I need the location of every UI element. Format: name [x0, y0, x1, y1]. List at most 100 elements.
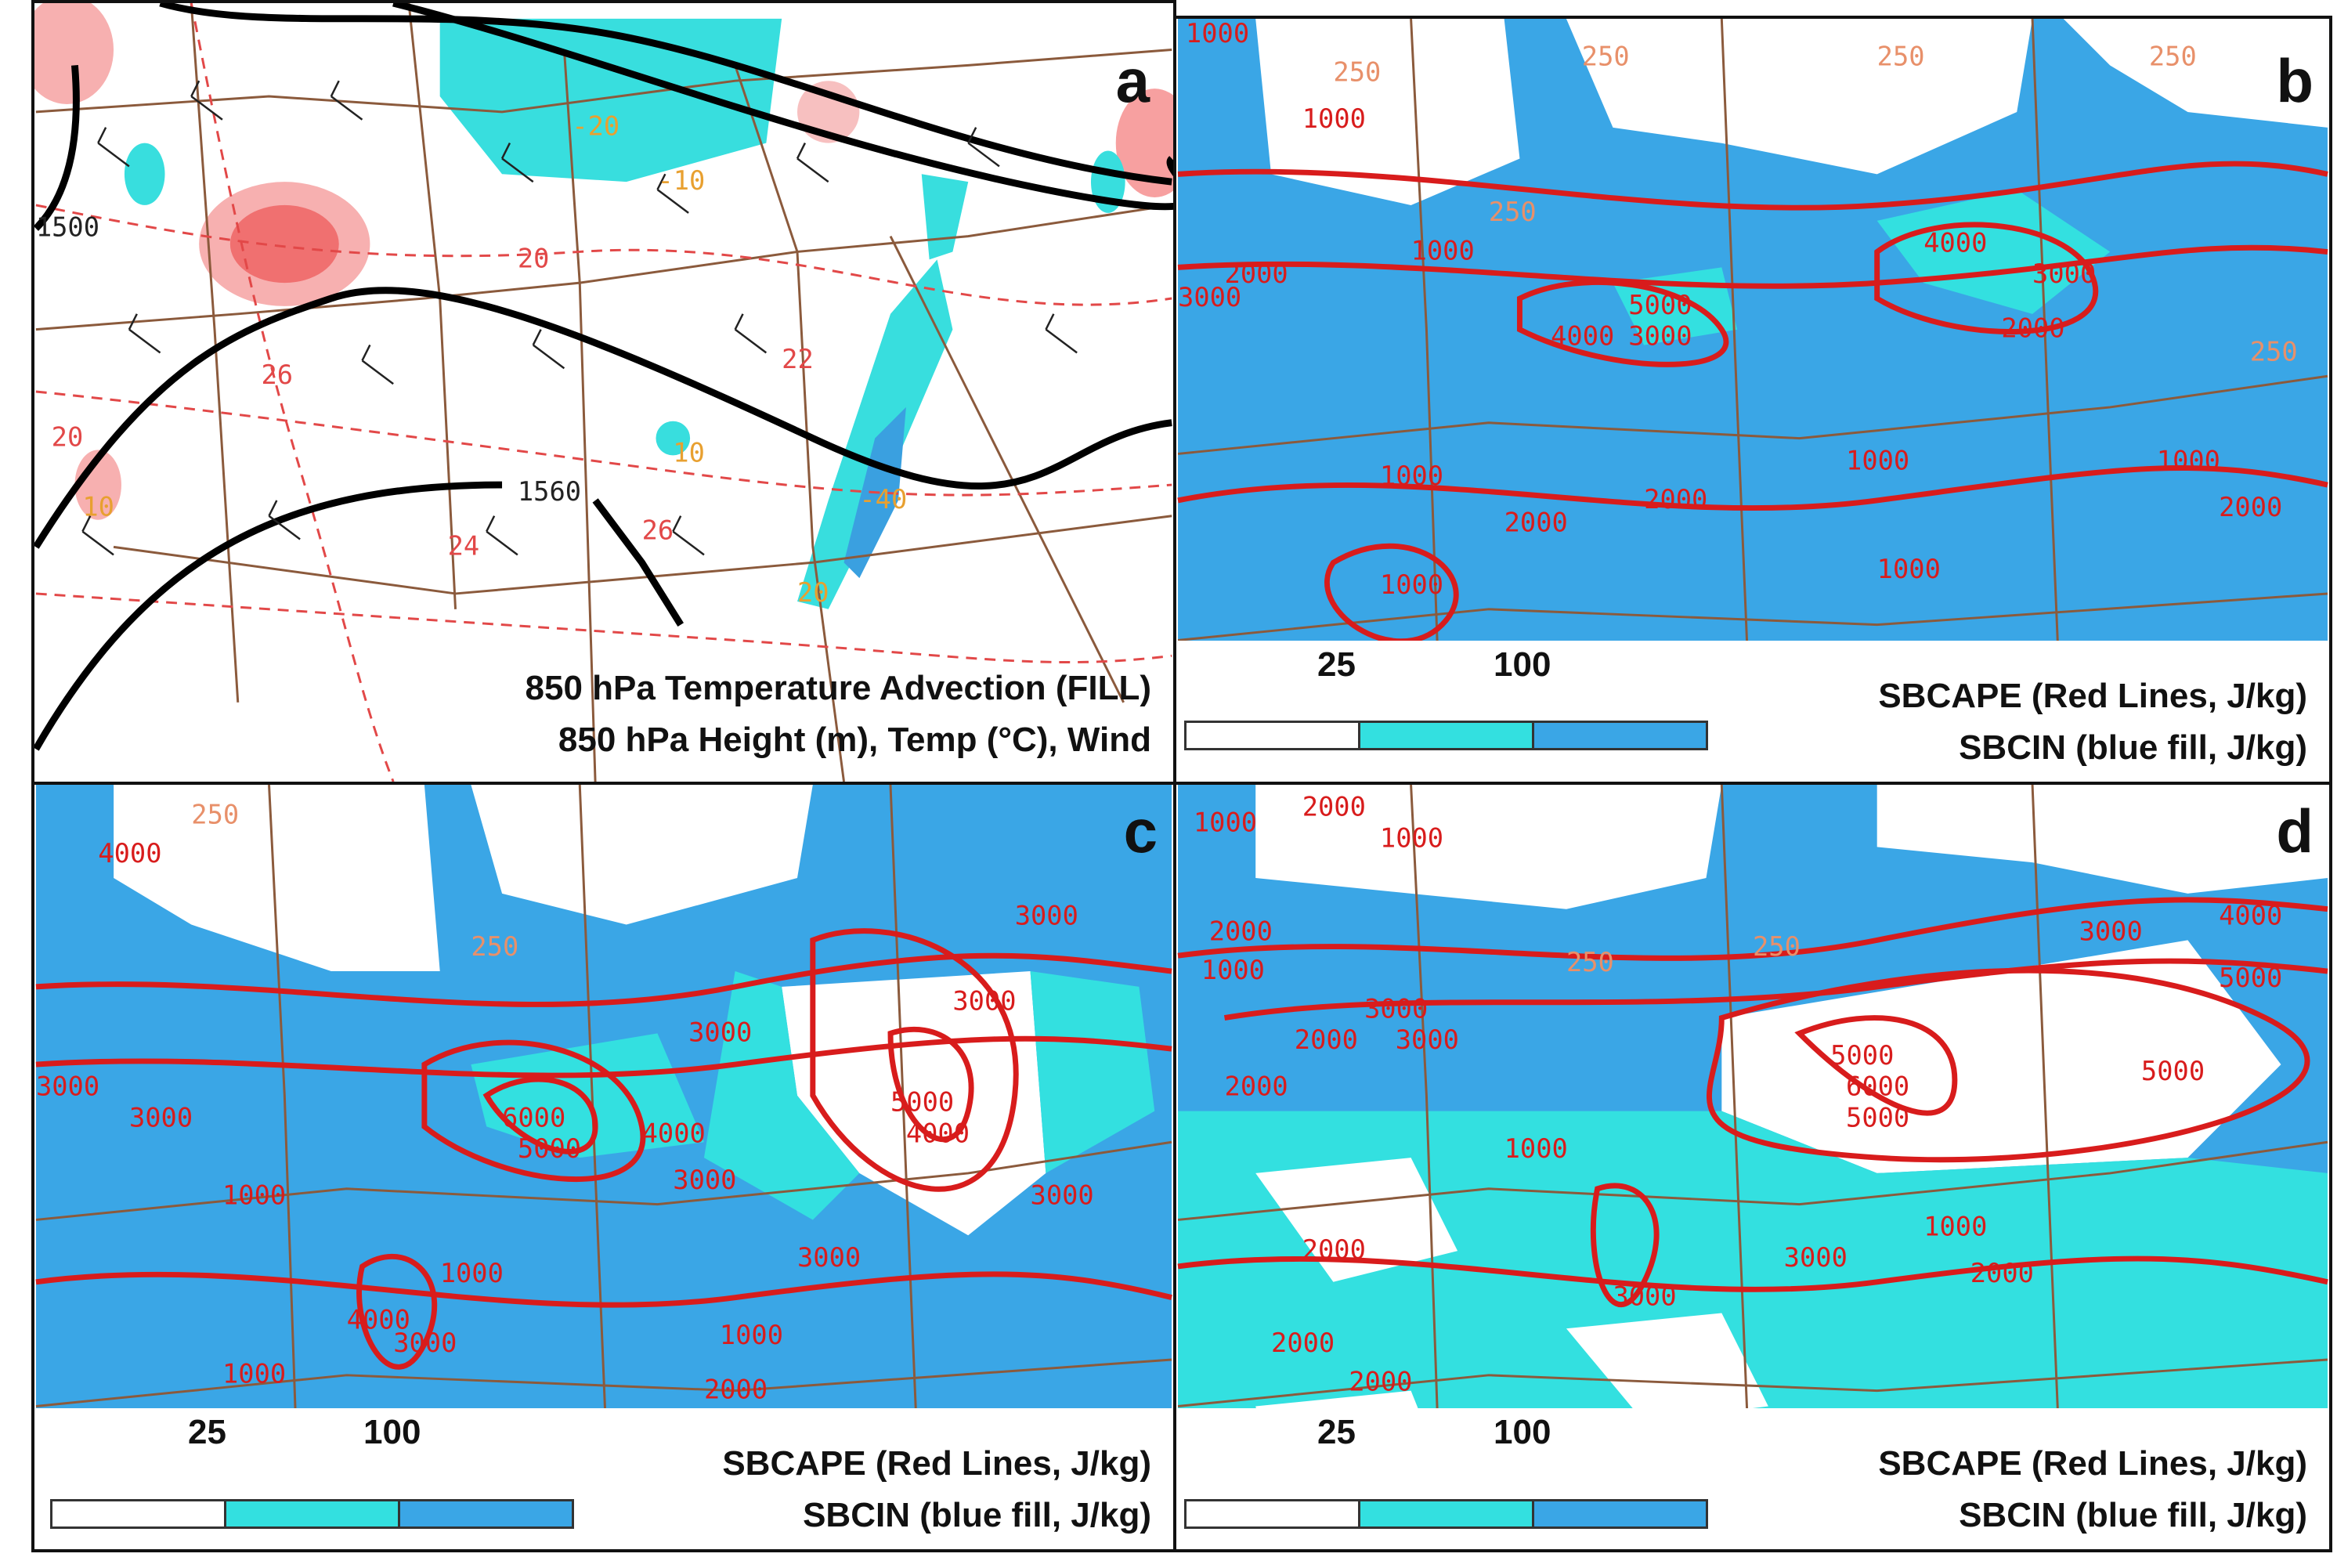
svg-text:3000: 3000	[2032, 258, 2096, 289]
panel-a: 1500 1560 20 22 24 26 26 20 -20 -10 -40 …	[31, 0, 1176, 785]
svg-text:3000: 3000	[36, 1071, 99, 1102]
svg-text:250: 250	[1566, 947, 1614, 977]
svg-text:5000: 5000	[1830, 1040, 1894, 1071]
cold-advection-area	[797, 259, 953, 609]
caption-line-2: 850 hPa Height (m), Temp (°C), Wind	[558, 721, 1151, 759]
svg-text:4000: 4000	[1551, 321, 1614, 352]
svg-text:1000: 1000	[1380, 822, 1443, 853]
legend-area: 25 100	[34, 1408, 1173, 1549]
temperature-label: 26	[642, 515, 674, 545]
svg-text:3000: 3000	[952, 986, 1016, 1017]
svg-text:4000: 4000	[347, 1304, 410, 1335]
panel-c-caption: SBCAPE (Red Lines, J/kg) SBCIN (blue fil…	[722, 1438, 1151, 1541]
svg-text:1000: 1000	[1846, 445, 1909, 475]
svg-text:5000: 5000	[518, 1133, 581, 1164]
panel-d-map-labels: 1000 2000 1000 2000 1000 3000 2000 3000 …	[1194, 792, 2282, 1397]
caption-line-1: 850 hPa Temperature Advection (FILL)	[525, 669, 1152, 707]
caption-line-1: SBCAPE (Red Lines, J/kg)	[1878, 677, 2307, 715]
panel-b: 1000 250 250 250 250 1000 250 1000 2000 …	[1173, 16, 2332, 785]
svg-text:2000: 2000	[1302, 1234, 1366, 1265]
svg-text:250: 250	[471, 931, 518, 962]
cold-advection-area	[656, 421, 691, 456]
temperature-label: 26	[262, 359, 294, 390]
temperature-label: 22	[782, 344, 814, 374]
svg-text:250: 250	[1333, 56, 1381, 87]
svg-text:1000: 1000	[1201, 955, 1265, 985]
panel-c: 4000 250 250 3000 3000 3000 3000 3000 60…	[31, 782, 1176, 1552]
panel-b-map-labels: 1000 250 250 250 250 1000 250 1000 2000 …	[1178, 19, 2298, 600]
svg-text:1000: 1000	[2157, 445, 2220, 475]
svg-text:1000: 1000	[1877, 554, 1941, 584]
map-temperature-advection: 1500 1560 20 22 24 26 26 20 -20 -10 -40 …	[34, 3, 1173, 782]
advection-label: -10	[657, 165, 705, 196]
svg-text:1000: 1000	[1380, 569, 1443, 600]
svg-text:3000: 3000	[1613, 1281, 1676, 1312]
svg-text:3000: 3000	[1396, 1024, 1459, 1055]
colorbar-segment-high	[1532, 721, 1708, 750]
colorbar-label-25: 25	[1317, 1413, 1356, 1451]
svg-text:6000: 6000	[502, 1102, 565, 1133]
svg-text:1000: 1000	[1380, 461, 1443, 491]
svg-text:2000: 2000	[2001, 313, 2064, 344]
caption-line-2: SBCIN (blue fill, J/kg)	[1959, 1496, 2307, 1534]
cold-advection-area	[439, 18, 782, 182]
panel-letter-a: a	[1115, 46, 1150, 115]
svg-text:250: 250	[2149, 42, 2197, 72]
svg-text:3000: 3000	[673, 1165, 736, 1195]
height-label: 1500	[36, 212, 99, 243]
colorbar-segment-low	[1184, 721, 1360, 750]
svg-text:3000: 3000	[2079, 916, 2143, 946]
caption-line-1: SBCAPE (Red Lines, J/kg)	[722, 1444, 1151, 1483]
svg-text:4000: 4000	[906, 1118, 970, 1148]
colorbar-segment-low	[1184, 1499, 1360, 1529]
svg-text:2000: 2000	[704, 1375, 768, 1405]
cold-advection-area	[921, 174, 969, 260]
svg-text:2000: 2000	[1504, 508, 1568, 538]
colorbar-segment-high	[1532, 1499, 1708, 1529]
colorbar-label-100: 100	[363, 1413, 421, 1451]
svg-text:3000: 3000	[1015, 901, 1078, 931]
svg-text:2000: 2000	[1271, 1328, 1335, 1358]
svg-text:2000: 2000	[1970, 1258, 2034, 1288]
cold-advection-area	[124, 143, 165, 205]
advection-label: 20	[797, 577, 829, 608]
legend-area: 25 100	[1176, 1408, 2329, 1549]
colorbar-label-25: 25	[188, 1413, 226, 1451]
svg-text:3000: 3000	[1628, 321, 1692, 352]
warm-advection-area	[34, 3, 114, 104]
svg-text:2000: 2000	[1225, 1071, 1288, 1102]
panel-letter-c: c	[1123, 797, 1158, 865]
panel-a-caption: 850 hPa Temperature Advection (FILL) 850…	[526, 663, 1152, 766]
svg-text:3000: 3000	[1364, 994, 1428, 1024]
svg-text:6000: 6000	[1846, 1071, 1909, 1102]
colorbar-segment-mid	[1358, 1499, 1534, 1529]
colorbar-label-25: 25	[1317, 645, 1356, 684]
temperature-isotherms	[35, 3, 1172, 782]
state-borders	[35, 3, 1172, 782]
temperature-label: 20	[52, 421, 84, 452]
svg-text:2000: 2000	[1295, 1024, 1358, 1055]
svg-text:250: 250	[1582, 42, 1630, 72]
svg-text:5000: 5000	[2219, 963, 2282, 993]
colorbar-segment-low	[50, 1499, 226, 1529]
svg-text:250: 250	[1877, 42, 1925, 72]
advection-label: 10	[82, 492, 114, 522]
svg-text:5000: 5000	[890, 1087, 954, 1118]
panel-d-caption: SBCAPE (Red Lines, J/kg) SBCIN (blue fil…	[1878, 1438, 2307, 1541]
colorbar-segment-mid	[1358, 721, 1534, 750]
legend-area: 25 100	[1176, 641, 2329, 782]
height-label: 1560	[518, 476, 581, 507]
colorbar-label-100: 100	[1494, 1413, 1551, 1451]
panel-d: 1000 2000 1000 2000 1000 3000 2000 3000 …	[1173, 782, 2332, 1552]
svg-text:3000: 3000	[688, 1017, 752, 1047]
svg-text:3000: 3000	[1784, 1242, 1848, 1273]
svg-text:250: 250	[191, 800, 239, 830]
svg-text:3000: 3000	[393, 1328, 457, 1358]
svg-text:2000: 2000	[1349, 1367, 1412, 1397]
svg-text:4000: 4000	[2219, 901, 2282, 931]
svg-text:5000: 5000	[1846, 1102, 1909, 1133]
advection-label: 10	[673, 437, 705, 468]
svg-text:4000: 4000	[1923, 228, 1987, 258]
caption-line-2: SBCIN (blue fill, J/kg)	[1959, 728, 2307, 767]
svg-text:4000: 4000	[642, 1118, 706, 1148]
